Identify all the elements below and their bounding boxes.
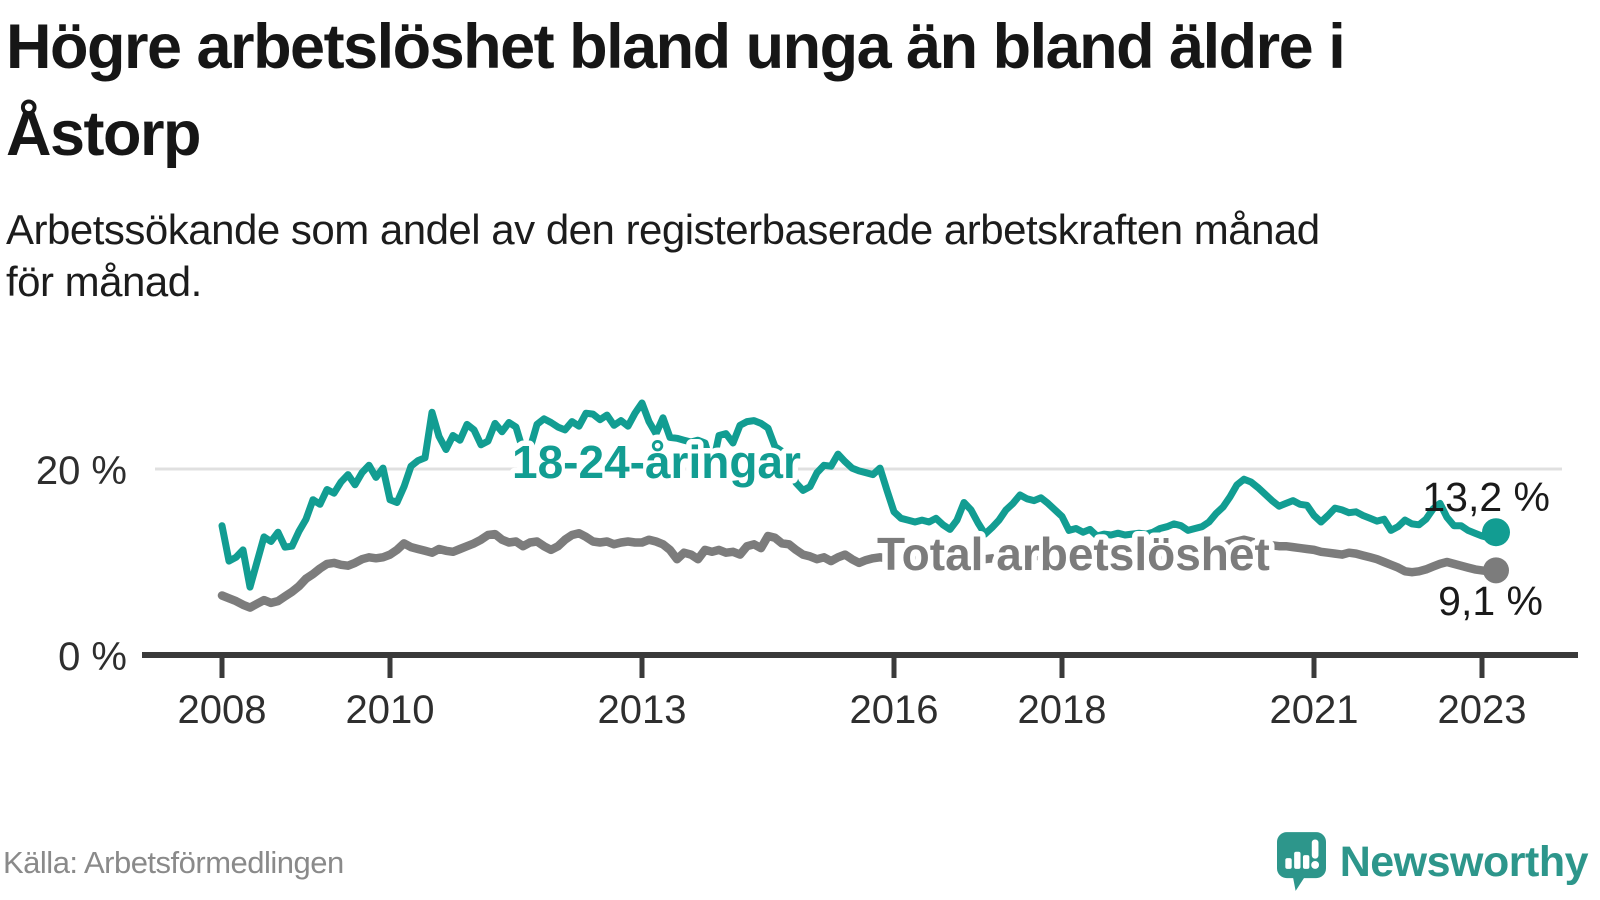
series-label-total: Total arbetslöshet: [877, 528, 1270, 580]
page-title-line2: Åstorp: [6, 99, 202, 169]
page-title-line1: Högre arbetslöshet bland unga än bland ä…: [6, 12, 1346, 82]
value-label-total: 9,1 %: [1438, 578, 1543, 624]
exclamation-icon-dot: [1310, 861, 1319, 869]
newsworthy-wordmark: Newsworthy: [1339, 837, 1589, 886]
page-subtitle-line1: Arbetssökande som andel av den registerb…: [6, 206, 1320, 253]
chart-generated-layer: 2008 2010 2013 2016 2018 2021 2023 20 % 0 %: [36, 399, 1578, 732]
source-note: Källa: Arbetsförmedlingen: [3, 845, 344, 880]
exclamation-icon-bar: [1311, 839, 1319, 859]
svg-text:2016: 2016: [850, 688, 939, 732]
svg-text:2018: 2018: [1018, 688, 1107, 732]
svg-text:2021: 2021: [1270, 688, 1359, 732]
bar-icon-2: [1293, 851, 1301, 869]
value-label-youth: 13,2 %: [1422, 474, 1550, 520]
bar-icon-3: [1302, 855, 1310, 869]
page-subtitle: Arbetssökande som andel av den registerb…: [6, 204, 1320, 308]
svg-text:20 %: 20 %: [36, 449, 127, 493]
svg-text:2023: 2023: [1438, 688, 1527, 732]
page-title: Högre arbetslöshet bland unga än bland ä…: [6, 4, 1346, 178]
svg-text:2008: 2008: [178, 688, 267, 732]
svg-text:2013: 2013: [598, 688, 687, 732]
svg-text:2010: 2010: [346, 688, 435, 732]
page-subtitle-line2: för månad.: [6, 258, 202, 305]
series-label-youth: 18-24-åringar: [512, 436, 801, 488]
newsworthy-logo: Newsworthy: [1276, 832, 1589, 892]
unemployment-line-chart: 2008 2010 2013 2016 2018 2021 2023 20 % 0 % 18-2…: [36, 399, 1578, 732]
bar-icon-1: [1285, 858, 1292, 869]
svg-text:0 %: 0 %: [58, 635, 127, 679]
newsworthy-logo-icon: [1276, 832, 1326, 891]
